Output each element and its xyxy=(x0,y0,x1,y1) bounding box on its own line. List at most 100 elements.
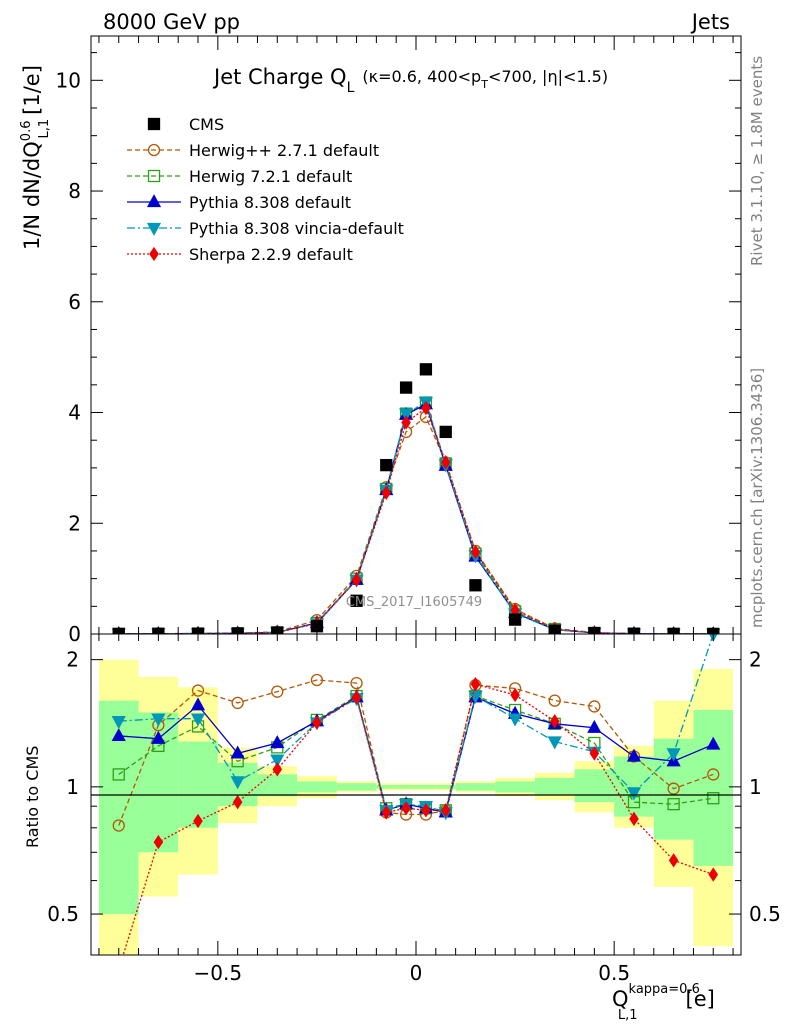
x-label-sup: kappa=0.6 xyxy=(629,982,700,997)
ratio-series-point xyxy=(587,719,602,733)
ratio-series-point xyxy=(232,794,243,810)
cms-data-point xyxy=(508,613,522,626)
x-label-sub: L,1 xyxy=(618,1008,638,1023)
ratio-series-point xyxy=(270,735,285,749)
ratio-band-inner xyxy=(178,741,218,828)
ratio-series-point xyxy=(421,803,431,818)
ratio-series-point xyxy=(381,805,392,820)
ratio-series-point xyxy=(312,715,322,730)
ratio-band-inner xyxy=(297,781,337,793)
ratio-band-inner xyxy=(257,774,298,797)
x-label-unit: [e] xyxy=(686,987,715,1011)
ratio-series-point xyxy=(708,867,719,882)
ratio-series-point xyxy=(151,730,166,744)
axis-tick-label: 2 xyxy=(749,648,762,672)
ratio-series-point xyxy=(626,748,642,762)
ratio-series-point xyxy=(401,801,411,816)
ratio-y-axis-label: Ratio to CMS xyxy=(23,746,42,848)
ratio-series-point xyxy=(270,754,285,768)
ratio-series-point xyxy=(193,813,203,829)
axis-tick-label: 0.5 xyxy=(47,902,79,926)
cms-data-point xyxy=(350,594,363,607)
cms-data-point xyxy=(439,425,452,439)
header-energy-label: 8000 GeV pp xyxy=(103,10,240,34)
ratio-series-point xyxy=(112,768,125,781)
axis-tick-label: 1 xyxy=(749,775,762,799)
plot-title-params-end: <700, |η|<1.5) xyxy=(488,67,608,86)
ratio-band-inner xyxy=(455,783,496,791)
ratio-band-inner xyxy=(336,783,377,791)
axis-tick-label: 6 xyxy=(68,290,81,314)
axis-tick-label: 10 xyxy=(56,68,81,92)
axis-tick-label: 2 xyxy=(66,648,79,672)
ratio-series-line xyxy=(118,634,714,814)
ratio-series-point xyxy=(707,768,720,781)
x-label-text: Q xyxy=(612,987,629,1011)
axis-tick-label: 1 xyxy=(66,775,79,799)
axis-tick-label: 0.5 xyxy=(598,961,630,985)
legend-marker xyxy=(147,143,161,157)
cms-data-point xyxy=(399,381,413,394)
ratio-series-point xyxy=(549,714,560,729)
plot-title-sub: L xyxy=(347,80,355,96)
x-axis-label: Qkappa=0.6 L,1 [e] xyxy=(612,982,715,1023)
ratio-series-point xyxy=(707,792,720,805)
ratio-series-point xyxy=(272,762,283,777)
plot-title-main: Jet Charge Q xyxy=(212,65,347,89)
main-series-point xyxy=(421,400,431,416)
plot-title-params-sub: T xyxy=(480,78,488,91)
ratio-series-point xyxy=(470,676,481,692)
main-y-label-unit: [1/e] xyxy=(20,65,44,115)
legend-marker xyxy=(146,194,162,208)
legend-marker xyxy=(146,222,162,236)
ratio-series-point xyxy=(350,676,363,690)
ratio-uncertainty-bands xyxy=(98,659,734,955)
legend-label: Pythia 8.308 vincia-default xyxy=(189,219,404,238)
legend-label: Herwig 7.2.1 default xyxy=(189,167,352,186)
ratio-series-point xyxy=(190,697,206,711)
cms-data-point xyxy=(419,363,433,376)
ratio-series-point xyxy=(230,776,245,790)
ratio-series-point xyxy=(151,713,166,727)
ratio-series-point xyxy=(153,834,164,850)
ratio-series-point xyxy=(231,696,244,710)
legend-label: Sherpa 2.2.9 default xyxy=(189,245,353,264)
ratio-band-inner xyxy=(534,777,575,795)
plot-title-params: (κ=0.6, 400<p xyxy=(362,67,481,86)
main-y-label-sub: L,1 xyxy=(37,119,52,139)
main-series-point xyxy=(398,408,414,422)
ratio-band-inner xyxy=(574,769,615,803)
axis-tick-label: 2 xyxy=(68,511,81,535)
legend-label: CMS xyxy=(189,115,224,134)
ratio-series-point xyxy=(547,736,562,750)
axis-tick-label: 8 xyxy=(68,179,81,203)
ratio-series-point xyxy=(667,782,680,795)
ratio-series-line xyxy=(118,679,714,826)
ratio-band-inner xyxy=(614,756,654,817)
ratio-series-point xyxy=(230,745,245,759)
main-series-point xyxy=(381,485,392,500)
ratio-series-point xyxy=(666,748,681,762)
ratio-series-point xyxy=(351,690,362,705)
ratio-series-point xyxy=(507,713,523,727)
ratio-series-point xyxy=(548,694,561,707)
ratio-band-inner xyxy=(376,785,397,789)
ratio-series-point xyxy=(191,684,205,697)
axis-tick-label: 4 xyxy=(68,401,81,425)
ratio-band-inner xyxy=(435,785,456,789)
axis-tick-label: 0 xyxy=(410,961,423,985)
ratio-series-point xyxy=(271,685,284,698)
ratio-band-inner xyxy=(693,710,734,866)
ratio-series-point xyxy=(629,811,639,827)
ratio-series-point xyxy=(667,798,680,811)
ratio-series-point xyxy=(440,803,451,818)
ratio-band-inner xyxy=(396,785,416,789)
header-jets-label: Jets xyxy=(690,10,730,34)
ratio-series-point xyxy=(310,673,324,687)
legend-marker-cms xyxy=(147,117,161,131)
ratio-series-point xyxy=(668,853,679,868)
ratio-plot-series xyxy=(111,634,721,955)
ratio-series-point xyxy=(706,736,721,750)
cms-data-point xyxy=(469,579,482,592)
